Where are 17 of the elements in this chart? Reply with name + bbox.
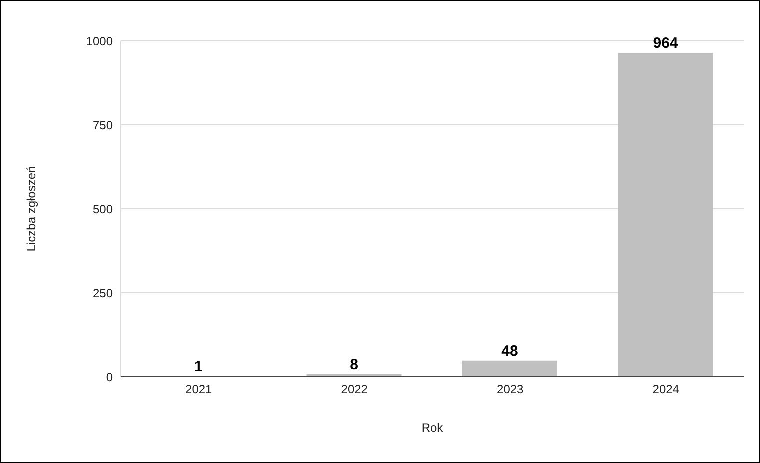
y-axis-title: Liczba zgłoszeń [24, 166, 38, 252]
data-label: 1 [194, 358, 203, 376]
y-tick-label: 750 [92, 118, 114, 132]
y-tick-label: 500 [92, 202, 114, 216]
y-tick-label: 1000 [86, 34, 114, 48]
y-tick-label: 250 [92, 286, 114, 300]
x-tick-label: 2021 [186, 382, 213, 397]
y-tick-label: 0 [106, 370, 114, 384]
bar [462, 360, 558, 377]
x-axis-title: Rok [422, 421, 444, 435]
data-label: 48 [502, 342, 518, 360]
x-tick-label: 2024 [652, 382, 680, 397]
x-tick-label: 2023 [497, 382, 524, 397]
data-label: 964 [653, 35, 679, 52]
x-tick-label: 2022 [341, 382, 368, 397]
bar [618, 53, 714, 377]
data-label: 8 [350, 356, 358, 374]
